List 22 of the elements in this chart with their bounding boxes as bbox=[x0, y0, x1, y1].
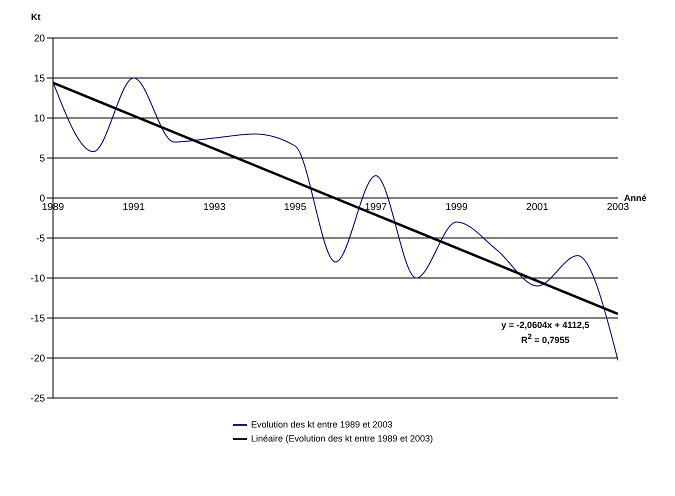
x-axis-title: Anné bbox=[624, 193, 646, 203]
x-tick-label: 1991 bbox=[122, 202, 146, 213]
y-tick-label: 10 bbox=[34, 114, 46, 125]
y-tick-label: -10 bbox=[30, 274, 46, 285]
y-tick-label: 15 bbox=[34, 74, 46, 85]
legend-label: Linéaire (Evolution des kt entre 1989 et 2003) bbox=[250, 433, 434, 444]
legend-label: Evolution des kt entre 1989 et 2003 bbox=[250, 419, 393, 430]
x-tick-label: 2001 bbox=[526, 202, 549, 213]
y-tick-label: -25 bbox=[30, 394, 46, 405]
y-tick-label: 20 bbox=[34, 34, 46, 45]
x-tick-label: 1999 bbox=[445, 202, 468, 213]
y-tick-label: -5 bbox=[36, 234, 46, 245]
annotation: y = -2,0604x + 4112,5 bbox=[500, 318, 590, 331]
x-tick-label: 1993 bbox=[203, 202, 226, 213]
x-tick-label: 2003 bbox=[606, 202, 630, 213]
x-tick-label: 1995 bbox=[284, 202, 307, 213]
y-axis-title: Kt bbox=[31, 12, 40, 22]
annotation: R$^{2}$ = 0,7955 bbox=[520, 330, 571, 346]
y-tick-label: 5 bbox=[39, 154, 46, 165]
x-tick-label: 1997 bbox=[364, 202, 388, 213]
y-tick-label: -20 bbox=[30, 354, 46, 365]
y-tick-label: -15 bbox=[30, 314, 46, 325]
